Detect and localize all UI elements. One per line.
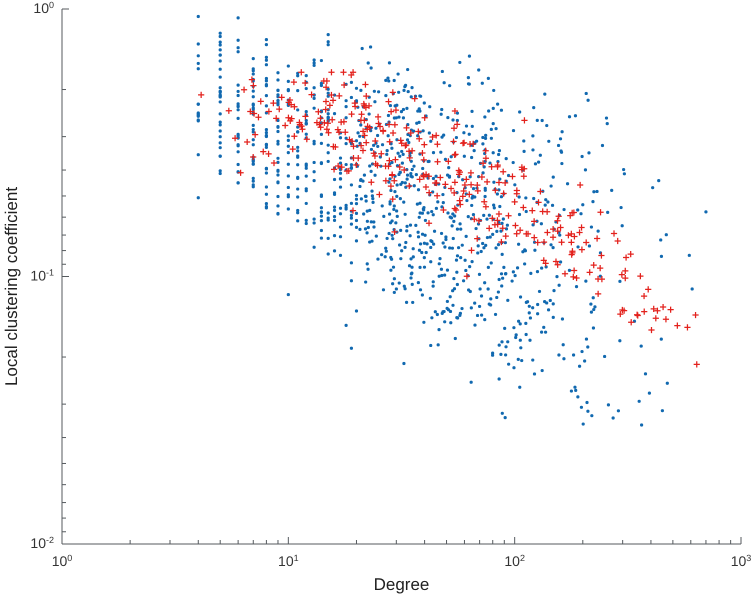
svg-text:10-2: 10-2: [30, 535, 54, 551]
svg-text:Local clustering coefficient: Local clustering coefficient: [2, 187, 21, 386]
svg-text:101: 101: [278, 553, 299, 569]
svg-text:100: 100: [52, 553, 73, 569]
svg-text:10-1: 10-1: [30, 268, 54, 284]
svg-text:102: 102: [504, 553, 525, 569]
svg-text:103: 103: [731, 553, 752, 569]
svg-text:100: 100: [33, 0, 54, 16]
svg-text:Degree: Degree: [374, 575, 430, 594]
